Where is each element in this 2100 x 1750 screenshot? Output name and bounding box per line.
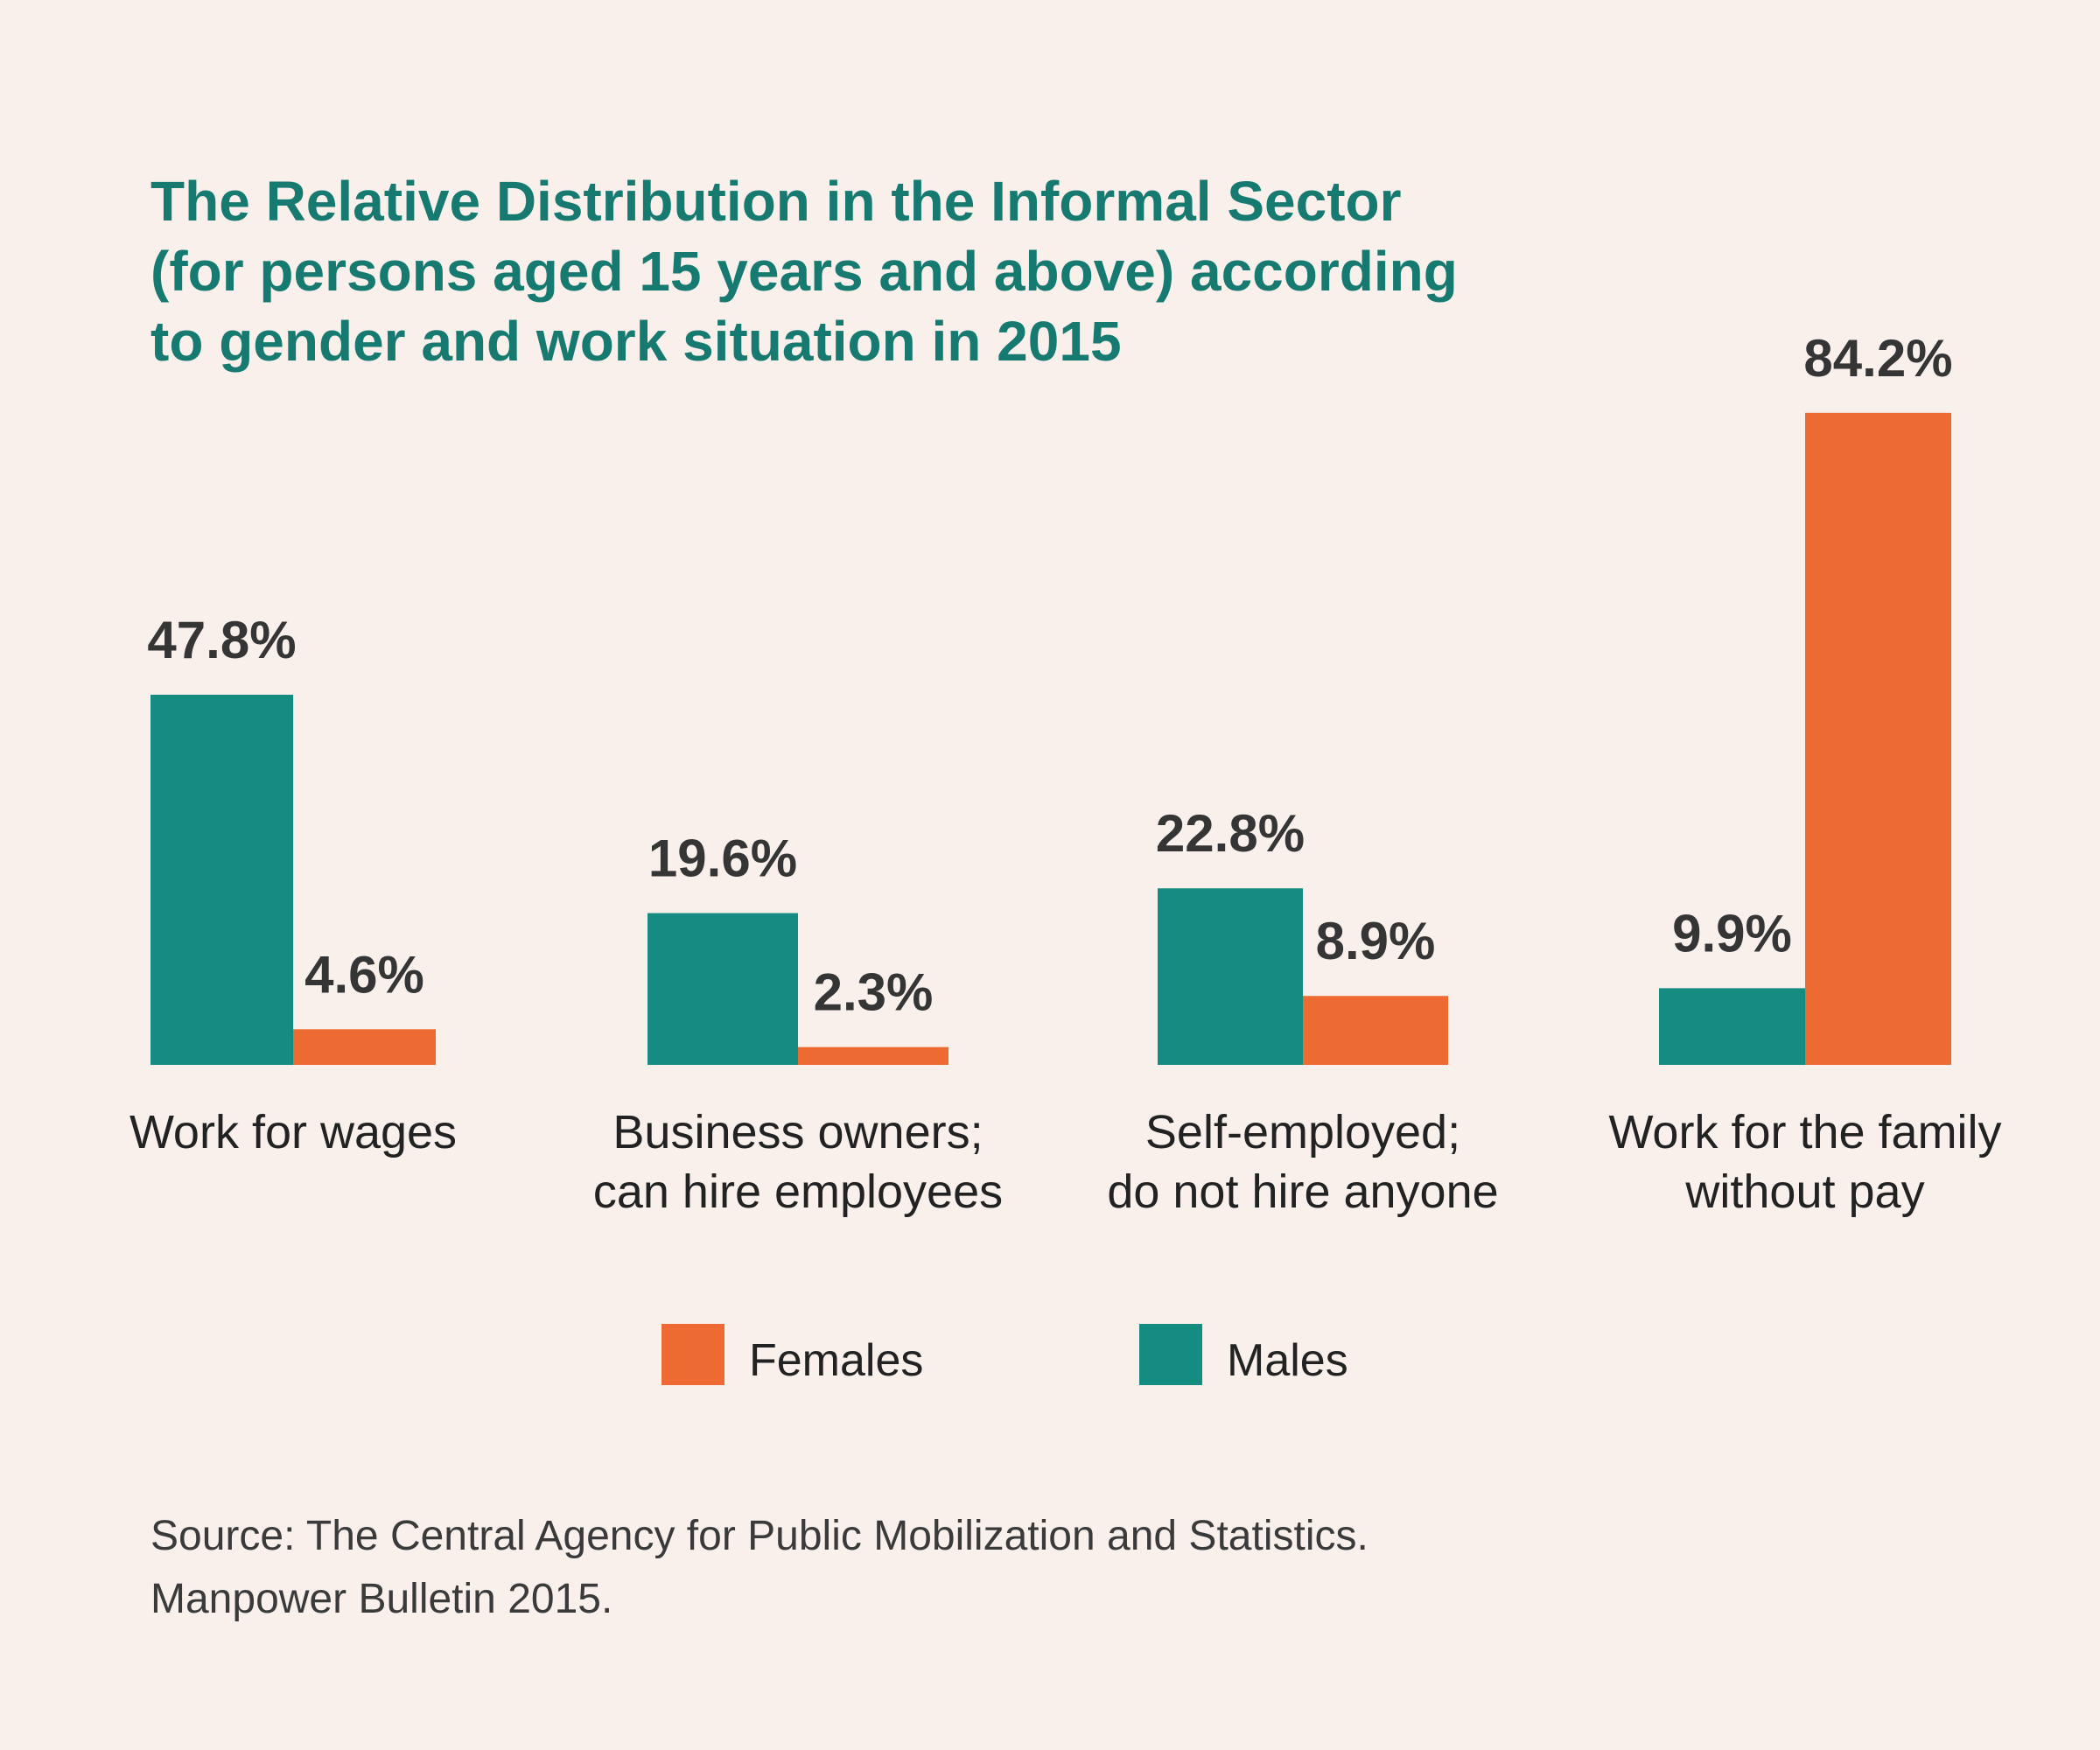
category-label-3-line-1: Self-employed; [1145, 1106, 1460, 1158]
category-label-2-line-1: Business owners; [612, 1106, 983, 1158]
legend-label-males: Males [1227, 1335, 1348, 1386]
category-label-1-line-1: Work for wages [130, 1106, 457, 1158]
legend-label-females: Females [749, 1335, 923, 1386]
category-label-4-line-1: Work for the family [1608, 1106, 2001, 1158]
value-label-female-3: 8.9% [1316, 912, 1436, 970]
category-labels-layer: Work for wages Business owners; can hire e… [130, 1106, 2002, 1218]
chart-title-line-2: (for persons aged 15 years and above) ac… [150, 240, 1458, 303]
bar-female-3 [1303, 996, 1448, 1065]
bar-male-4 [1659, 988, 1805, 1065]
source-line-1: Source: The Central Agency for Public Mo… [150, 1513, 1368, 1559]
value-label-male-2: 19.6% [648, 830, 797, 888]
bar-male-3 [1158, 888, 1303, 1065]
value-labels-layer: 47.8% 4.6% 19.6% 2.3% 22.8%8.9% 9.9% 84.2% [147, 329, 1952, 1022]
bar-female-1 [293, 1029, 436, 1065]
legend: Females Males [662, 1324, 1348, 1386]
bar-male-1 [150, 694, 293, 1065]
bar-female-2 [798, 1046, 948, 1065]
legend-swatch-males [1139, 1324, 1202, 1385]
category-label-3-line-2: do not hire anyone [1107, 1166, 1498, 1218]
chart-title: The Relative Distribution in the Informa… [150, 166, 1813, 376]
value-label-female-4: 84.2% [1803, 329, 1952, 388]
value-label-female-1: 4.6% [304, 945, 424, 1004]
source-line-2: Manpower Bulletin 2015. [150, 1576, 613, 1622]
source-note: Source: The Central Agency for Public Mo… [150, 1505, 1368, 1631]
category-label-4-line-2: without pay [1684, 1166, 1924, 1218]
value-label-male-3: 22.8% [1156, 804, 1305, 863]
value-label-male-1: 47.8% [147, 611, 296, 669]
chart-title-line-3: to gender and work situation in 2015 [150, 310, 1122, 373]
value-label-female-2: 2.3% [814, 963, 934, 1022]
bar-female-4 [1805, 412, 1951, 1066]
bar-male-2 [648, 913, 798, 1065]
category-label-2-line-2: can hire employees [593, 1166, 1003, 1218]
bars-layer [150, 412, 1951, 1066]
legend-swatch-females [662, 1324, 724, 1385]
chart-title-line-1: The Relative Distribution in the Informa… [150, 170, 1402, 233]
value-label-male-4: 9.9% [1672, 904, 1792, 962]
